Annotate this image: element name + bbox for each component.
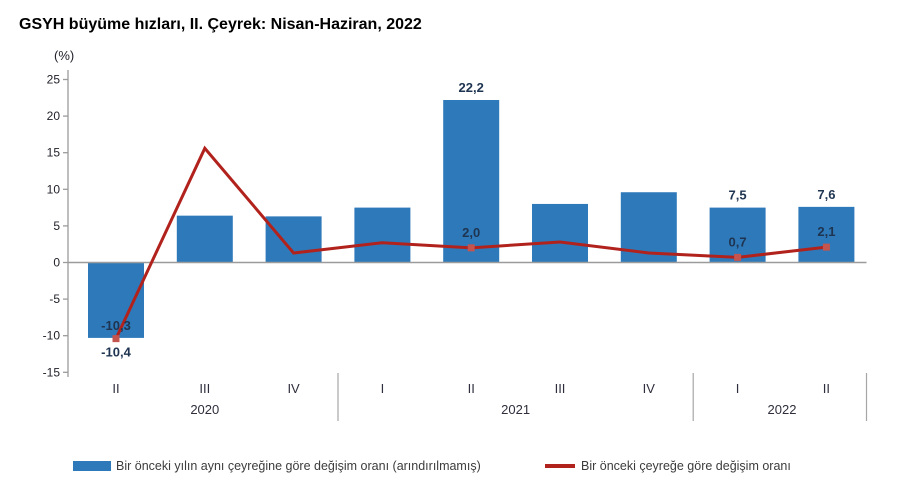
bar-series-swatch <box>73 461 111 471</box>
chart-title: GSYH büyüme hızları, II. Çeyrek: Nisan-H… <box>19 16 422 33</box>
y-axis-unit-label: (%) <box>54 48 75 63</box>
line-marker <box>112 335 120 343</box>
legend-label-line-series: Bir önceki çeyreğe göre değişim oranı <box>581 459 791 473</box>
line-value-label: 2,0 <box>462 225 480 240</box>
y-tick-label: -10 <box>43 329 61 343</box>
y-tick-label: 0 <box>53 256 60 270</box>
x-category-label: I <box>736 381 740 396</box>
x-category-label: II <box>823 381 830 396</box>
bar <box>709 207 766 263</box>
line-value-label: 2,1 <box>817 224 835 239</box>
line-marker <box>822 243 830 251</box>
y-tick-label: 20 <box>47 109 61 123</box>
line-marker <box>734 253 742 261</box>
bar <box>532 203 588 263</box>
chart-legend: Bir önceki yılın aynı çeyreğine göre değ… <box>0 456 901 480</box>
bar-value-label: -10,3 <box>101 318 131 333</box>
x-category-label: IV <box>643 381 656 396</box>
x-category-label: II <box>468 381 475 396</box>
line-series-swatch <box>545 464 575 468</box>
bar-value-label: 22,2 <box>459 80 484 95</box>
y-tick-label: 15 <box>47 146 61 160</box>
y-tick-label: -5 <box>49 292 60 306</box>
legend-item-line-series: Bir önceki çeyreğe göre değişim oranı <box>545 456 791 476</box>
bar <box>265 216 322 263</box>
x-category-label: II <box>112 381 119 396</box>
year-group-label: 2020 <box>190 402 219 417</box>
x-category-label: I <box>381 381 385 396</box>
legend-item-bar-series: Bir önceki yılın aynı çeyreğine göre değ… <box>73 456 481 476</box>
line-marker <box>467 244 475 252</box>
y-tick-label: -15 <box>43 365 61 379</box>
bar-value-label: 7,5 <box>729 188 747 203</box>
line-value-label: 0,7 <box>729 234 747 249</box>
bar <box>176 215 233 263</box>
y-tick-label: 10 <box>47 182 61 196</box>
year-group-label: 2022 <box>768 402 797 417</box>
x-category-label: III <box>199 381 210 396</box>
y-tick-label: 25 <box>47 73 61 87</box>
bar-value-label: 7,6 <box>817 187 835 202</box>
bar <box>354 207 411 263</box>
line-value-label: -10,4 <box>101 345 131 360</box>
bar <box>798 206 855 263</box>
bar <box>443 99 500 263</box>
year-group-label: 2021 <box>501 402 530 417</box>
y-tick-label: 5 <box>53 219 60 233</box>
x-category-label: IV <box>287 381 300 396</box>
x-category-label: III <box>555 381 566 396</box>
legend-label-bar-series: Bir önceki yılın aynı çeyreğine göre değ… <box>116 459 481 473</box>
